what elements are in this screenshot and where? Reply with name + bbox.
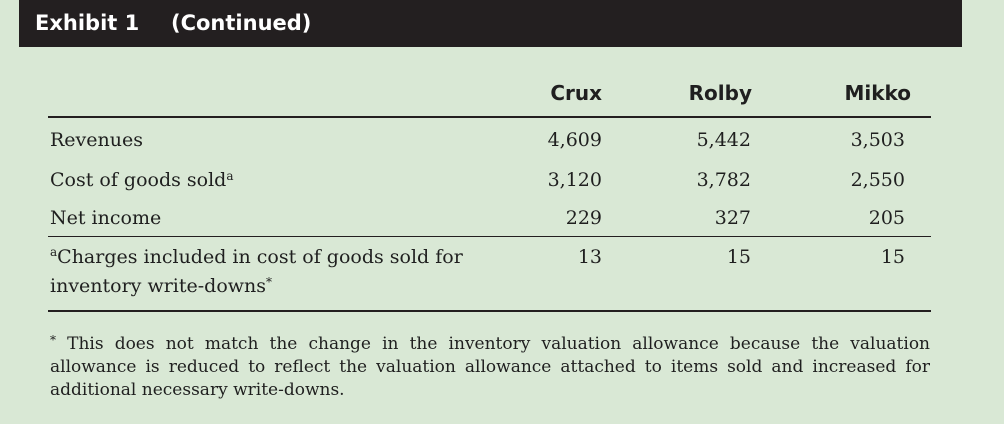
footnote-text: This does not match the change in the in… <box>50 334 931 400</box>
footnote-marker: a <box>50 245 58 259</box>
footnote: * This does not match the change in the … <box>50 333 930 402</box>
row-divider <box>48 236 931 237</box>
cell-mikko: 15 <box>880 246 905 268</box>
cell-crux: 3,120 <box>547 169 602 191</box>
exhibit-number: Exhibit 1 <box>35 11 140 35</box>
cell-rolby: 327 <box>714 207 751 229</box>
row-label-continued: inventory write-downs* <box>50 273 272 299</box>
cell-rolby: 15 <box>726 246 751 268</box>
table-bottom-rule <box>48 310 931 312</box>
cell-crux: 4,609 <box>547 129 602 151</box>
cell-rolby: 3,782 <box>696 169 751 191</box>
exhibit-continued-label: (Continued) <box>171 11 312 35</box>
row-label-text: Cost of goods sold <box>50 169 227 191</box>
footnote-marker: a <box>226 169 234 183</box>
cell-crux: 229 <box>565 207 602 229</box>
cell-rolby: 5,442 <box>696 129 751 151</box>
row-label: Revenues <box>50 129 143 151</box>
footnote-marker: * <box>50 333 56 347</box>
column-header-mikko: Mikko <box>844 81 911 105</box>
row-label-line2: inventory write-downs <box>50 275 267 297</box>
row-label: Cost of goods solda <box>50 167 234 193</box>
row-label: Net income <box>50 207 162 229</box>
row-label: aCharges included in cost of goods sold … <box>50 244 463 270</box>
exhibit-title-bar: Exhibit 1 (Continued) <box>19 0 962 47</box>
row-label-line1: Charges included in cost of goods sold f… <box>57 246 463 268</box>
column-header-crux: Crux <box>550 81 602 105</box>
cell-crux: 13 <box>577 246 602 268</box>
column-header-rolby: Rolby <box>688 81 752 105</box>
cell-mikko: 2,550 <box>850 169 905 191</box>
cell-mikko: 3,503 <box>850 129 905 151</box>
footnote-marker: * <box>266 275 273 289</box>
header-rule <box>48 116 931 118</box>
cell-mikko: 205 <box>868 207 905 229</box>
